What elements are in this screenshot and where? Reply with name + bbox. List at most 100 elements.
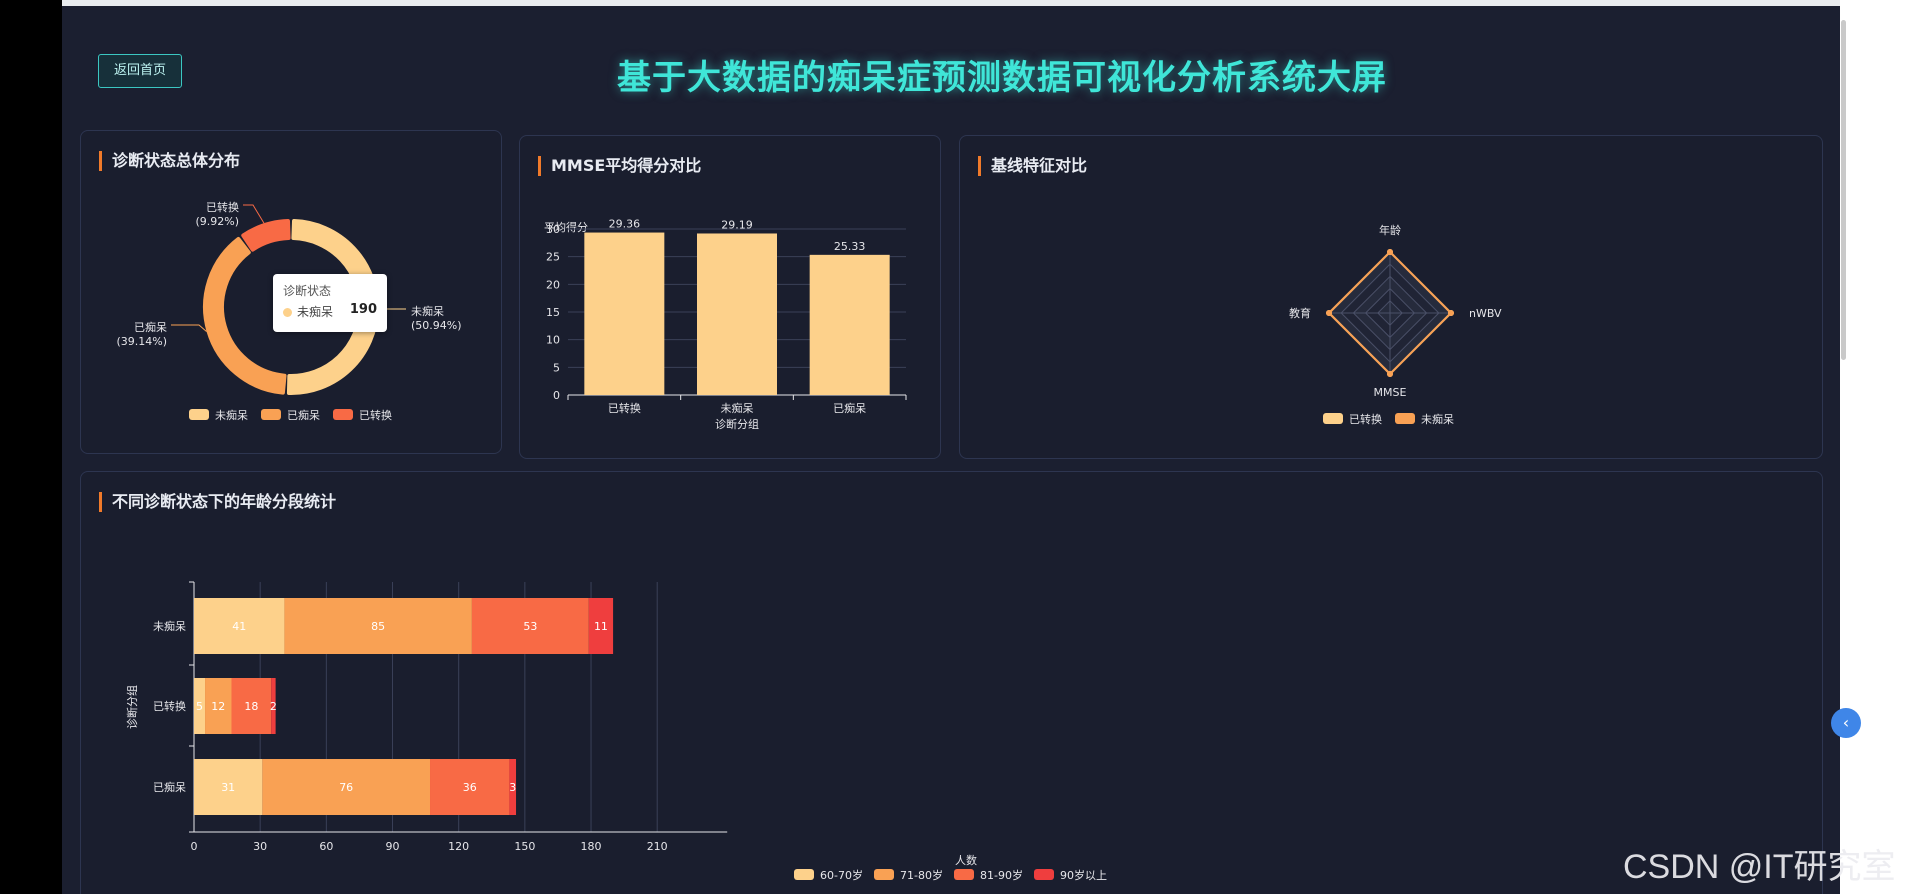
donut-legend-swatch-2 xyxy=(333,409,353,420)
page-scrollbar[interactable] xyxy=(1841,20,1846,360)
mmse-bar-0[interactable] xyxy=(584,232,665,395)
age-stack-panel: 不同诊断状态下的年龄分段统计 0 30 60 90 120 150 180 210 未痴呆 41 8… xyxy=(80,471,1823,894)
donut-label-name-2: 已转换 xyxy=(206,200,239,214)
age-y-axis-label: 诊断分组 xyxy=(125,685,139,729)
radar-point-1-0 xyxy=(1387,249,1393,255)
mmse-x-tick-1: 未痴呆 xyxy=(721,401,754,415)
age-bar-segment-0-0[interactable] xyxy=(194,598,285,654)
age-panel-title: 不同诊断状态下的年龄分段统计 xyxy=(99,492,336,512)
age-bar-segment-2-0[interactable] xyxy=(194,759,263,815)
tooltip-value: 190 xyxy=(349,302,377,317)
mmse-panel-title: MMSE平均得分对比 xyxy=(538,156,701,176)
mmse-x-tick-2: 已痴呆 xyxy=(833,401,866,415)
age-legend-swatch-2 xyxy=(954,869,974,880)
donut-slice-0[interactable] xyxy=(286,219,379,395)
donut-chart[interactable]: 未痴呆(50.94%)已痴呆(39.14%)已转换(9.92%)未痴呆 已痴呆 已转… xyxy=(81,131,501,453)
age-bar-segment-2-2[interactable] xyxy=(430,759,510,815)
collapse-chevron-icon[interactable]: ‹ xyxy=(1831,708,1861,738)
age-bar-label-2-3: 3 xyxy=(509,781,516,794)
radar-indicator-label-3: 教育 xyxy=(1289,306,1311,320)
radar-point-1-2 xyxy=(1387,371,1393,377)
radar-panel-title: 基线特征对比 xyxy=(978,156,1087,176)
donut-label-percent-2: (9.92%) xyxy=(195,215,239,228)
tooltip-color-dot xyxy=(283,308,292,317)
mmse-bar-value-1: 29.19 xyxy=(721,218,753,231)
age-y-tick-0: 未痴呆 xyxy=(153,619,186,633)
mmse-bar-1[interactable] xyxy=(697,233,777,395)
age-bar-label-0-1: 85 xyxy=(371,620,385,633)
radar-legend-label-1: 未痴呆 xyxy=(1421,412,1454,426)
donut-legend-swatch-0 xyxy=(189,409,209,420)
mmse-y-tick-4: 20 xyxy=(546,278,560,291)
age-bar-label-0-2: 53 xyxy=(523,620,537,633)
mmse-y-tick-3: 15 xyxy=(546,306,560,319)
donut-legend-label-1: 已痴呆 xyxy=(287,408,320,422)
age-bar-label-2-2: 36 xyxy=(463,781,477,794)
age-x-axis-label: 人数 xyxy=(955,854,977,867)
radar-point-1-1 xyxy=(1448,310,1454,316)
mmse-y-axis-label: 平均得分 xyxy=(544,221,588,234)
mmse-y-tick-0: 0 xyxy=(553,389,560,402)
age-bar-segment-1-1[interactable] xyxy=(205,678,232,734)
top-browser-edge xyxy=(62,0,1847,6)
donut-legend-label-0: 未痴呆 xyxy=(215,408,248,422)
mmse-bar-value-0: 29.36 xyxy=(609,218,641,231)
age-bar-segment-1-3[interactable] xyxy=(271,678,276,734)
mmse-y-tick-6: 30 xyxy=(546,223,560,236)
mmse-bar-panel: MMSE平均得分对比 平均得分 0 5 10 15 20 25 30 29.36 已转换 29.19… xyxy=(519,135,941,459)
age-x-tick-5: 150 xyxy=(514,840,535,853)
donut-slice-2[interactable] xyxy=(241,219,291,252)
age-legend-swatch-3 xyxy=(1034,869,1054,880)
chart-tooltip: 诊断状态 未痴呆 190 xyxy=(273,274,387,332)
donut-legend-swatch-1 xyxy=(261,409,281,420)
radar-indicator-label-1: nWBV xyxy=(1469,307,1502,320)
age-bar-label-2-1: 76 xyxy=(339,781,353,794)
age-x-tick-3: 90 xyxy=(386,840,400,853)
age-legend-swatch-0 xyxy=(794,869,814,880)
donut-legend-label-2: 已转换 xyxy=(359,408,392,422)
age-bar-segment-0-3[interactable] xyxy=(588,598,614,654)
pie-panel: 诊断状态总体分布 未痴呆 (50.94%) 已痴呆 (39.14%) 已转换 (9.92%… xyxy=(80,130,502,454)
age-x-tick-1: 30 xyxy=(253,840,267,853)
age-bar-label-1-2: 18 xyxy=(244,700,258,713)
mmse-bar-value-2: 25.33 xyxy=(834,240,866,253)
donut-slice-1[interactable] xyxy=(203,236,287,395)
donut-label-name-1: 已痴呆 xyxy=(134,320,167,334)
age-legend-label-2: 81-90岁 xyxy=(980,868,1023,882)
radar-indicator-label-2: MMSE xyxy=(1374,386,1407,399)
age-bar-label-0-3: 11 xyxy=(594,620,608,633)
pie-panel-title: 诊断状态总体分布 xyxy=(99,151,240,171)
age-stacked-bar-chart[interactable]: 0 30 60 90 120 150 180 210 未痴呆 41 85 53 11 已转换 5 12 18 2 已… xyxy=(81,472,1822,894)
back-home-button[interactable]: 返回首页 xyxy=(98,54,182,88)
age-x-tick-4: 120 xyxy=(448,840,469,853)
radar-legend-swatch-1 xyxy=(1395,413,1415,424)
tooltip-series-name: 未痴呆 xyxy=(297,305,334,319)
age-bar-segment-2-3[interactable] xyxy=(509,759,517,815)
dashboard-screen: 返回首页 基于大数据的痴呆症预测数据可视化分析系统大屏 诊断状态总体分布 未痴呆… xyxy=(62,6,1840,894)
mmse-y-tick-5: 25 xyxy=(546,251,560,264)
mmse-bar-chart[interactable]: 平均得分 0 5 10 15 20 25 30 29.36 已转换 29.19 未痴呆 25.33 已痴呆… xyxy=(520,136,940,458)
age-legend-label-3: 90岁以上 xyxy=(1060,868,1107,882)
age-bar-segment-2-1[interactable] xyxy=(262,759,431,815)
donut-label-percent-0: (50.94%) xyxy=(411,319,462,332)
mmse-x-axis-label: 诊断分组 xyxy=(715,417,759,431)
age-bar-label-1-1: 12 xyxy=(211,700,225,713)
age-x-tick-0: 0 xyxy=(191,840,198,853)
radar-legend-swatch-0 xyxy=(1323,413,1343,424)
age-x-tick-2: 60 xyxy=(319,840,333,853)
age-legend-label-0: 60-70岁 xyxy=(820,868,863,882)
age-bar-segment-1-0[interactable] xyxy=(194,678,206,734)
age-bar-segment-0-2[interactable] xyxy=(471,598,589,654)
age-bar-segment-0-1[interactable] xyxy=(284,598,472,654)
donut-label-name-0: 未痴呆 xyxy=(411,304,444,318)
age-x-tick-6: 180 xyxy=(581,840,602,853)
age-bar-segment-1-2[interactable] xyxy=(231,678,272,734)
mmse-x-tick-0: 已转换 xyxy=(608,401,641,415)
donut-leader-line-2 xyxy=(243,204,265,224)
age-legend-label-1: 71-80岁 xyxy=(900,868,943,882)
mmse-bar-2[interactable] xyxy=(809,254,890,395)
age-y-tick-2: 已痴呆 xyxy=(153,780,186,794)
age-bar-label-2-0: 31 xyxy=(221,781,235,794)
age-legend-swatch-1 xyxy=(874,869,894,880)
